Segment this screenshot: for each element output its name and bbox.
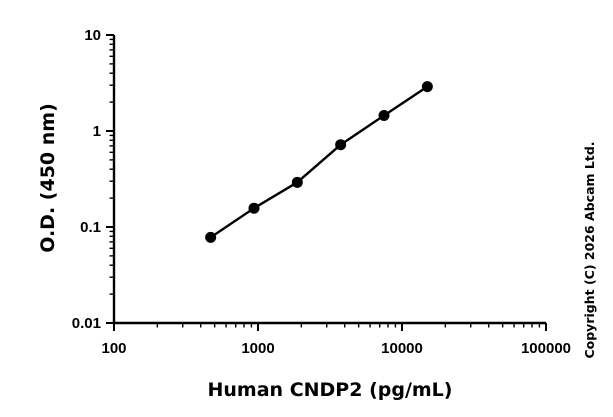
y-tick-label: 0.01 — [72, 315, 101, 332]
series — [205, 81, 433, 243]
y-axis-title: O.D. (450 nm) — [37, 103, 59, 253]
axes — [112, 35, 546, 325]
y-tick-label: 0.1 — [80, 219, 101, 236]
data-point — [248, 202, 260, 214]
data-point — [378, 110, 390, 122]
x-tick-label: 100 — [101, 340, 126, 357]
data-point — [421, 81, 433, 93]
x-tick-label: 1000 — [241, 340, 274, 357]
ticks: 100 1000 10000 100000 0.01 0.1 1 10 — [72, 27, 571, 357]
x-tick-label: 100000 — [521, 340, 571, 357]
data-point — [205, 231, 217, 243]
y-tick-label: 10 — [84, 27, 101, 44]
x-tick-label: 10000 — [381, 340, 423, 357]
series-line — [209, 85, 429, 239]
data-point — [291, 176, 303, 188]
y-tick-label: 1 — [93, 123, 101, 140]
copyright-notice: Copyright (C) 2026 Abcam Ltd. — [582, 141, 597, 358]
data-point — [335, 139, 347, 151]
x-axis-title: Human CNDP2 (pg/mL) — [208, 379, 453, 401]
